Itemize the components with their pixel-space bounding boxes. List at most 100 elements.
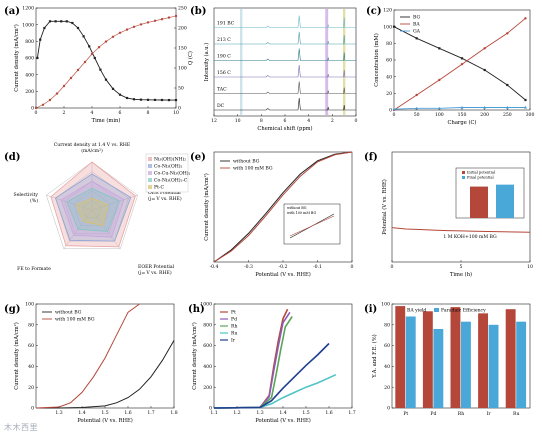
f-x-tick-label: 10 (527, 264, 533, 270)
e-x-tick-label: -0.3 (244, 264, 253, 270)
a-current-point (60, 20, 63, 23)
c-x-tick-label: 50 (414, 112, 420, 118)
b-highlight-band (325, 9, 329, 115)
e-x-tick-label: -0.4 (210, 264, 219, 270)
c-series-point (415, 37, 418, 40)
b-trace-label: TAC (217, 87, 227, 93)
a-charge-point (174, 14, 178, 18)
a-current-point (99, 68, 102, 71)
f-annotation: 1 M KOH+100 mM BG (443, 234, 497, 240)
h-xlabel: Potential (V vs. RHE) (255, 417, 311, 424)
a-charge-point (111, 35, 115, 38)
a-current-point (36, 56, 39, 60)
i-legend-swatch (400, 308, 405, 312)
d-radar-series (75, 197, 109, 226)
b-xlabel: Chemical shift (ppm) (257, 125, 312, 132)
d-legend-box (145, 153, 189, 193)
b-spectrum-trace (214, 31, 356, 45)
d-legend-label: Co-Ni₃(OH)₂-C (154, 177, 188, 184)
a-yl-tick-label: 600 (25, 56, 34, 62)
h-y-tick-label: 800 (203, 322, 212, 328)
c-y-tick-label: 40 (386, 74, 392, 80)
c-series-point (483, 105, 487, 109)
h-legend-label: Pt (231, 310, 236, 316)
panel-label-b: (b) (190, 6, 206, 17)
h-legend-label: Ru (231, 331, 237, 337)
a-x-tick-label: 8 (147, 110, 150, 116)
a-current-point (48, 20, 52, 23)
g-x-tick-label: 1.7 (147, 410, 154, 416)
f-xlabel: Time (h) (450, 271, 472, 278)
d-grid-ring (82, 200, 102, 218)
b-trace-label: 213 C (217, 37, 231, 43)
i-category-label: Pd (430, 411, 436, 417)
g-x-tick-label: 1.4 (78, 410, 85, 416)
i-y-tick-label: 20 (384, 385, 390, 391)
c-x-tick-label: 300 (526, 112, 535, 118)
d-grid-ring (64, 180, 120, 234)
d-legend-swatch (148, 185, 152, 189)
i-bar (405, 316, 416, 408)
panel-label-a: (a) (4, 6, 20, 17)
d-legend-label: Co-Ni₃(OH)₂ (154, 163, 183, 170)
a-current-point (125, 96, 129, 100)
e-x-tick-label: 0 (351, 264, 354, 270)
a-yl-tick-label: 200 (25, 89, 34, 95)
a-current-point (71, 21, 74, 25)
c-y-tick-label: 0 (389, 108, 392, 114)
f-ylabel: Potential (V vs. RHE) (381, 179, 388, 235)
c-series-point (438, 78, 441, 82)
d-axis-label: OER Potential (148, 190, 181, 196)
h-legend-label: Pd (231, 317, 237, 323)
i-legend-label: Faradaic Efficiency (441, 308, 486, 314)
a-current-point (54, 20, 57, 23)
a-current-point (65, 20, 68, 23)
a-x-tick-label: 10 (173, 110, 179, 116)
c-series-point (392, 107, 396, 111)
h-y-tick-label: 0 (209, 406, 212, 412)
g-x-tick-label: 1.8 (170, 410, 177, 416)
a-yr-tick-label: 150 (178, 46, 187, 52)
a-current-point (146, 98, 150, 101)
c-series-point (505, 105, 509, 109)
i-bar (433, 328, 444, 408)
i-bar (516, 321, 527, 408)
g-x-tick-label: 1.5 (101, 410, 108, 416)
i-bar (422, 311, 433, 408)
e-legend-label: with 100 mM BG (233, 166, 273, 172)
c-series-line (393, 26, 526, 101)
a-yr-tick-label: 100 (178, 66, 187, 72)
c-y-tick-label: 100 (383, 24, 392, 30)
b-ylabel: Intensity (a.u.) (203, 43, 210, 82)
a-charge-point (90, 52, 94, 56)
b-trace-label: 156 C (217, 70, 231, 76)
d-grid-ring (46, 161, 138, 249)
d-axis-label: (j₁₀ V vs. RHE) (148, 195, 182, 202)
d-legend-swatch (148, 178, 152, 182)
c-series-point (523, 105, 527, 109)
a-charge-point (104, 40, 108, 43)
i-bar (505, 309, 516, 408)
i-category-label: Ru (513, 411, 519, 417)
b-spectrum-trace (214, 64, 356, 78)
c-series-point (460, 57, 464, 60)
i-bar (478, 313, 488, 408)
d-legend-label: Co-Cu-Ni₃(OH)₂ (154, 170, 191, 177)
d-grid-ring (73, 190, 111, 226)
d-radar-series (50, 161, 136, 248)
e-series-line (213, 151, 353, 263)
a-yl-tick-label: 0 (31, 106, 34, 112)
a-charge-point (41, 103, 45, 107)
a-charge-point (146, 21, 150, 24)
b-spectrum-trace (214, 48, 356, 61)
d-axis-label: FE to Formate (17, 266, 51, 272)
g-series-line (35, 303, 140, 409)
d-axis-label: Selectivity (14, 192, 39, 198)
c-legend-label: BA (413, 22, 420, 28)
g-legend-label: without BG (55, 310, 82, 316)
a-charge-point (153, 19, 157, 22)
c-ylabel: Concentration (mM) (373, 33, 380, 87)
h-legend-label: Ir (231, 338, 236, 344)
d-grid-spoke (91, 194, 138, 211)
